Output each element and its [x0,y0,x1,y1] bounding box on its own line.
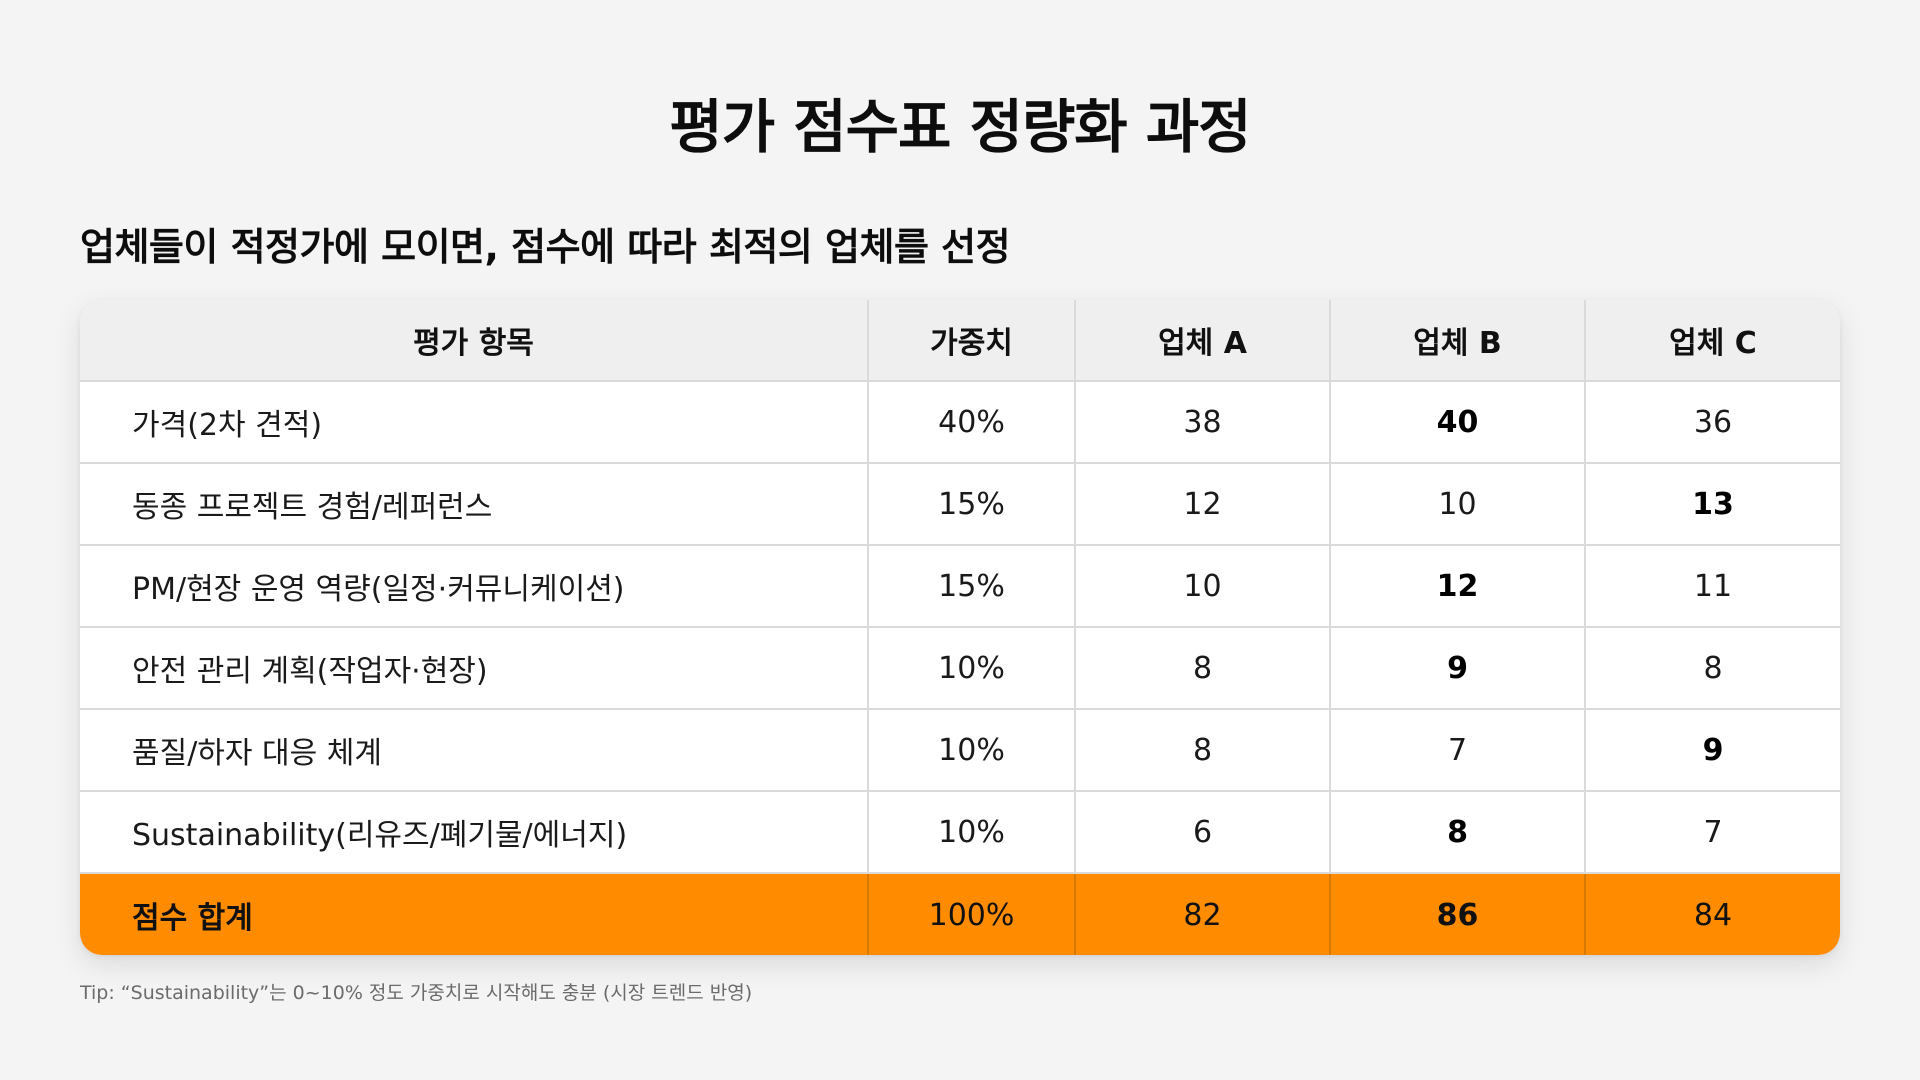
row-score-b: 10 [1330,463,1586,546]
tip-note: Tip: “Sustainability”는 0~10% 정도 가중치로 시작해… [80,982,753,1004]
table-row: 가격(2차 견적) 40% 38 40 36 [80,381,1840,464]
row-score-b: 7 [1330,709,1586,792]
table-row: Sustainability(리유즈/폐기물/에너지) 10% 6 8 7 [80,791,1840,874]
row-score-a: 8 [1075,709,1331,792]
row-weight: 15% [868,463,1076,546]
row-score-a: 6 [1075,791,1331,874]
header-item: 평가 항목 [80,300,869,382]
row-score-c: 11 [1585,545,1840,628]
row-score-b: 40 [1330,381,1586,464]
score-table-container: 평가 항목 가중치 업체 A 업체 B 업체 C 가격(2차 견적) 40% 3… [80,300,1840,955]
table-row: PM/현장 운영 역량(일정·커뮤니케이션) 15% 10 12 11 [80,545,1840,628]
header-weight: 가중치 [868,300,1076,382]
row-weight: 10% [868,627,1076,710]
row-score-a: 38 [1075,381,1331,464]
total-score-b: 86 [1330,873,1586,955]
row-score-a: 8 [1075,627,1331,710]
row-score-c: 13 [1585,463,1840,546]
row-score-c: 8 [1585,627,1840,710]
table-row: 품질/하자 대응 체계 10% 8 7 9 [80,709,1840,792]
score-table: 평가 항목 가중치 업체 A 업체 B 업체 C 가격(2차 견적) 40% 3… [80,300,1840,955]
row-weight: 10% [868,791,1076,874]
row-score-a: 12 [1075,463,1331,546]
row-score-c: 9 [1585,709,1840,792]
table-row: 안전 관리 계획(작업자·현장) 10% 8 9 8 [80,627,1840,710]
total-score-a: 82 [1075,873,1331,955]
row-item-label: 동종 프로젝트 경험/레퍼런스 [80,463,869,546]
table-header-row: 평가 항목 가중치 업체 A 업체 B 업체 C [80,300,1840,382]
header-vendor-b: 업체 B [1330,300,1586,382]
row-item-label: 품질/하자 대응 체계 [80,709,869,792]
row-weight: 40% [868,381,1076,464]
total-row: 점수 합계 100% 82 86 84 [80,873,1840,955]
row-score-b: 12 [1330,545,1586,628]
total-label: 점수 합계 [80,873,869,955]
row-weight: 10% [868,709,1076,792]
header-vendor-a: 업체 A [1075,300,1331,382]
header-vendor-c: 업체 C [1585,300,1840,382]
row-item-label: Sustainability(리유즈/폐기물/에너지) [80,791,869,874]
row-score-c: 7 [1585,791,1840,874]
page-title: 평가 점수표 정량화 과정 [669,93,1251,161]
total-score-c: 84 [1585,873,1840,955]
row-weight: 15% [868,545,1076,628]
row-score-b: 8 [1330,791,1586,874]
table-row: 동종 프로젝트 경험/레퍼런스 15% 12 10 13 [80,463,1840,546]
row-item-label: 안전 관리 계획(작업자·현장) [80,627,869,710]
page-subtitle: 업체들이 적정가에 모이면, 점수에 따라 최적의 업체를 선정 [80,225,1011,269]
row-item-label: PM/현장 운영 역량(일정·커뮤니케이션) [80,545,869,628]
row-item-label: 가격(2차 견적) [80,381,869,464]
row-score-a: 10 [1075,545,1331,628]
row-score-b: 9 [1330,627,1586,710]
total-weight: 100% [868,873,1076,955]
row-score-c: 36 [1585,381,1840,464]
